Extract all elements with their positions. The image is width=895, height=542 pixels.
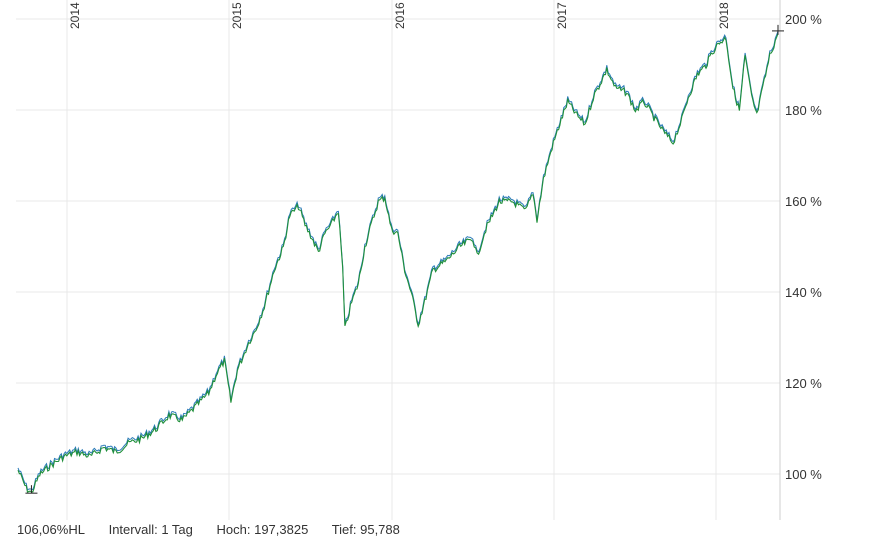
series-layer [17, 24, 784, 494]
y-tick-label: 140 % [785, 285, 822, 300]
low-series-line [17, 33, 779, 494]
y-tick-label: 180 % [785, 103, 822, 118]
interval-value: Intervall: 1 Tag [108, 522, 193, 537]
grid-layer [16, 0, 780, 520]
x-tick-label: 2015 [230, 2, 244, 29]
x-tick-label: 2017 [555, 2, 569, 29]
low-value: Tief: 95,788 [331, 522, 400, 537]
x-tick-label: 2016 [393, 2, 407, 29]
axis-layer: 100 % 120 % 140 % 160 % 180 % 200 % 2014 2015 20… [68, 0, 822, 520]
high-series-line [17, 31, 779, 491]
change-value: 106,06%HL [17, 522, 85, 537]
line-chart: 100 % 120 % 140 % 160 % 180 % 200 % 2014 2015 20… [16, 0, 822, 520]
x-tick-label: 2014 [68, 2, 82, 29]
y-tick-label: 120 % [785, 376, 822, 391]
y-tick-label: 100 % [785, 467, 822, 482]
y-tick-label: 160 % [785, 194, 822, 209]
chart-footer: 106,06%HL Intervall: 1 Tag Hoch: 197,382… [17, 522, 420, 537]
high-value: Hoch: 197,3825 [216, 522, 309, 537]
y-tick-label: 200 % [785, 12, 822, 27]
x-tick-label: 2018 [717, 2, 731, 29]
